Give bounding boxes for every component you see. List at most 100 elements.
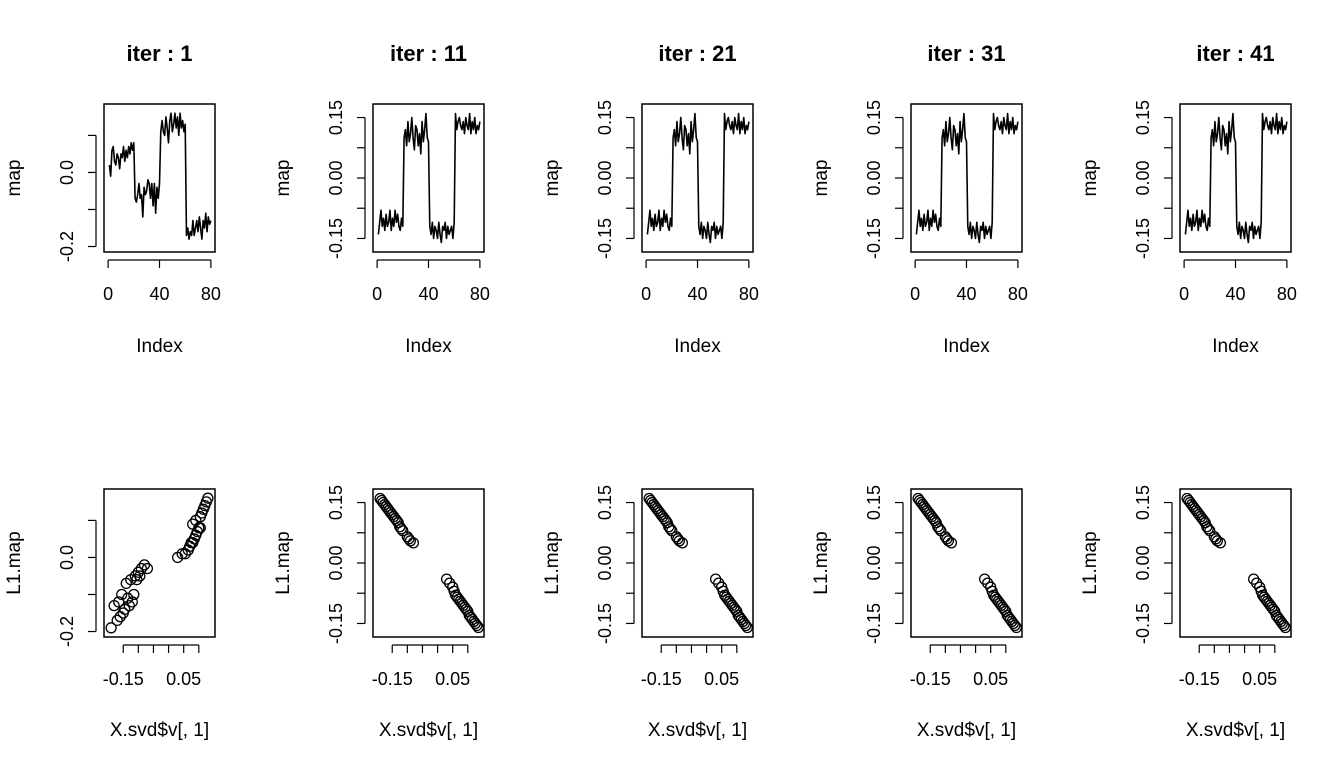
plot-frame (641, 488, 754, 638)
data-point (176, 548, 188, 560)
y-axis: -0.15 0.00 0.15 (326, 485, 366, 644)
plot-frame (910, 488, 1023, 638)
data-point (471, 619, 483, 632)
x-axis-label: X.svd$v[, 1] (1186, 720, 1285, 741)
data-point (664, 523, 676, 535)
x-axis: -0.15 0.05 (103, 644, 201, 689)
x-tick-label: 0.05 (973, 669, 1008, 689)
y-axis: -0.2 0.0 (57, 134, 97, 262)
data-point (404, 535, 417, 547)
data-point (141, 562, 154, 575)
x-tick-label: 80 (470, 284, 490, 304)
y-tick-label: -0.15 (326, 603, 346, 644)
x-tick-label: 40 (687, 284, 707, 304)
data-point (138, 559, 151, 571)
panel-scatter-2: -0.15 0.05 X.svd$v[, 1] -0.15 0.00 0.15 L1.map (273, 485, 485, 741)
panel-map-1: iter : 1 0 40 80 Index -0.2 0.0 map (4, 41, 221, 357)
y-axis-label: L1.map (542, 531, 563, 594)
plot-frame (103, 488, 216, 638)
chart-title: iter : 1 (126, 41, 192, 66)
chart-title: iter : 11 (390, 41, 467, 66)
plot-frame (641, 103, 754, 253)
panel-scatter-4: -0.15 0.05 X.svd$v[, 1] -0.15 0.00 0.15 L1.map (811, 485, 1023, 741)
y-tick-label: 0.00 (595, 160, 615, 195)
data-point (673, 535, 686, 547)
data-point (942, 535, 955, 547)
series-line (377, 112, 481, 244)
x-tick-label: -0.15 (372, 669, 413, 689)
y-tick-label: 0.15 (1133, 485, 1153, 520)
x-tick-label: 40 (149, 284, 169, 304)
chart-title: iter : 21 (658, 41, 736, 66)
panel-map-3: iter : 21 0 40 80 Index -0.15 0.00 0.15 map (542, 41, 759, 357)
y-axis: -0.15 0.00 0.15 (1133, 485, 1173, 644)
y-tick-label: -0.15 (864, 603, 884, 644)
plot-frame (103, 103, 216, 253)
panel-scatter-3: -0.15 0.05 X.svd$v[, 1] -0.15 0.00 0.15 L1.map (542, 485, 754, 741)
x-axis: -0.15 0.05 (641, 644, 739, 689)
x-axis: 0 40 80 (372, 259, 490, 304)
data-point (134, 570, 146, 582)
data-point (116, 588, 128, 601)
plot-frame (910, 103, 1023, 253)
panel-map-4: iter : 31 0 40 80 Index -0.15 0.00 0.15 map (811, 41, 1028, 357)
y-tick-label: 0.00 (595, 545, 615, 580)
panel-map-2: iter : 11 0 40 80 Index -0.15 0.00 0.15 map (273, 41, 490, 357)
x-axis-label: Index (674, 336, 721, 357)
x-tick-label: 0.05 (166, 669, 201, 689)
panel-map-5: iter : 41 0 40 80 Index -0.15 0.00 0.15 map (1080, 41, 1297, 357)
y-tick-label: 0.00 (326, 545, 346, 580)
x-axis: 0 40 80 (641, 259, 759, 304)
x-axis-label: X.svd$v[, 1] (917, 720, 1016, 741)
data-point (407, 537, 420, 549)
data-point (194, 522, 206, 534)
x-tick-label: 80 (739, 284, 759, 304)
x-axis-label: Index (405, 336, 452, 357)
data-point (395, 523, 407, 535)
y-tick-label: -0.2 (57, 616, 77, 647)
data-point (123, 599, 135, 612)
data-point (128, 588, 140, 601)
y-tick-label: 0.00 (1133, 160, 1153, 195)
x-tick-label: 0 (372, 284, 382, 304)
x-tick-label: -0.15 (910, 669, 951, 689)
plot-frame (372, 488, 485, 638)
y-tick-label: 0.00 (326, 160, 346, 195)
data-point (126, 596, 138, 608)
plot-frame (1179, 103, 1292, 253)
y-tick-label: 0.00 (864, 545, 884, 580)
data-point (135, 562, 148, 575)
y-axis-label: map (4, 160, 25, 197)
panel-scatter-1: -0.15 0.05 X.svd$v[, 1] -0.2 0.0 L1.map (4, 488, 216, 741)
data-point (945, 537, 958, 549)
y-tick-label: -0.15 (595, 218, 615, 259)
data-point (1278, 619, 1290, 632)
x-axis-label: Index (136, 336, 183, 357)
data-point (105, 622, 117, 634)
x-tick-label: 0 (103, 284, 113, 304)
x-axis-label: X.svd$v[, 1] (379, 720, 478, 741)
x-tick-label: 0 (1179, 284, 1189, 304)
y-tick-label: -0.15 (595, 603, 615, 644)
y-tick-label: 0.0 (57, 160, 77, 185)
y-tick-label: 0.15 (1133, 100, 1153, 135)
data-point (741, 621, 754, 634)
x-axis: 0 40 80 (1179, 259, 1297, 304)
x-tick-label: 0.05 (435, 669, 470, 689)
data-point (472, 621, 485, 634)
y-axis: -0.15 0.00 0.15 (595, 100, 635, 259)
x-tick-label: 80 (201, 284, 221, 304)
x-tick-label: -0.15 (641, 669, 682, 689)
y-axis-label: map (1080, 160, 1101, 197)
data-point (202, 492, 214, 504)
y-tick-label: 0.15 (326, 485, 346, 520)
data-point (1009, 619, 1021, 632)
x-axis: 0 40 80 (103, 259, 221, 304)
series-line (915, 112, 1019, 244)
x-tick-label: 0.05 (1242, 669, 1277, 689)
y-tick-label: 0.00 (864, 160, 884, 195)
x-tick-label: 0 (641, 284, 651, 304)
y-tick-label: 0.0 (57, 545, 77, 570)
data-point (1279, 621, 1292, 634)
